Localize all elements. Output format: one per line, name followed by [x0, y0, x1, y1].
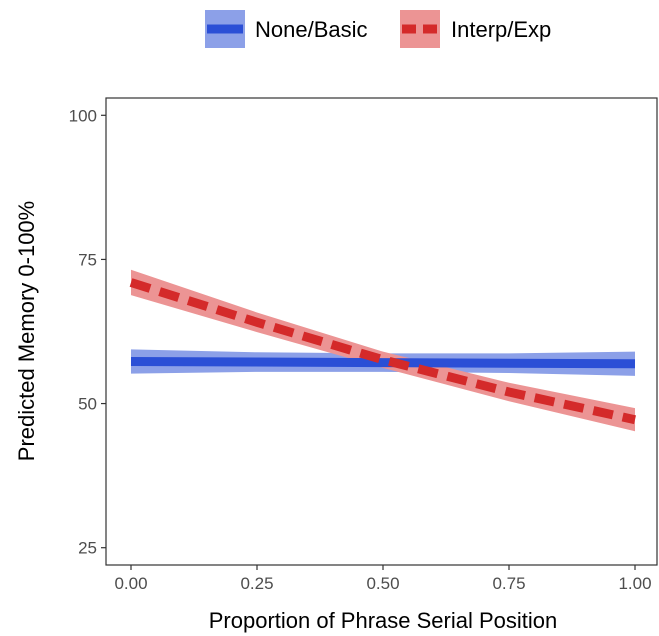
y-axis: 25 50 75 100 — [69, 106, 106, 558]
x-tick-label: 0.75 — [492, 574, 525, 593]
x-tick-label: 1.00 — [618, 574, 651, 593]
legend-label-none-basic: None/Basic — [255, 17, 368, 42]
y-tick-label: 25 — [78, 539, 97, 558]
series-lines — [129, 278, 636, 425]
y-tick-label: 100 — [69, 106, 97, 125]
legend-item-none-basic: None/Basic — [205, 10, 368, 48]
series-line-interp-exp — [129, 278, 636, 425]
ci-band-interp-exp — [131, 269, 635, 432]
series-line-none-basic — [130, 356, 636, 369]
legend: None/Basic Interp/Exp — [205, 10, 551, 48]
x-tick-label: 0.50 — [366, 574, 399, 593]
x-axis-title: Proportion of Phrase Serial Position — [209, 608, 558, 633]
y-tick-label: 75 — [78, 250, 97, 269]
legend-item-interp-exp: Interp/Exp — [400, 10, 551, 48]
y-tick-label: 50 — [78, 395, 97, 414]
confidence-bands — [131, 269, 635, 432]
x-tick-label: 0.25 — [240, 574, 273, 593]
y-axis-title: Predicted Memory 0-100% — [14, 201, 39, 461]
x-axis: 0.00 0.25 0.50 0.75 1.00 — [114, 565, 652, 593]
plot-panel-border — [105, 97, 658, 566]
legend-label-interp-exp: Interp/Exp — [451, 17, 551, 42]
x-tick-label: 0.00 — [114, 574, 147, 593]
